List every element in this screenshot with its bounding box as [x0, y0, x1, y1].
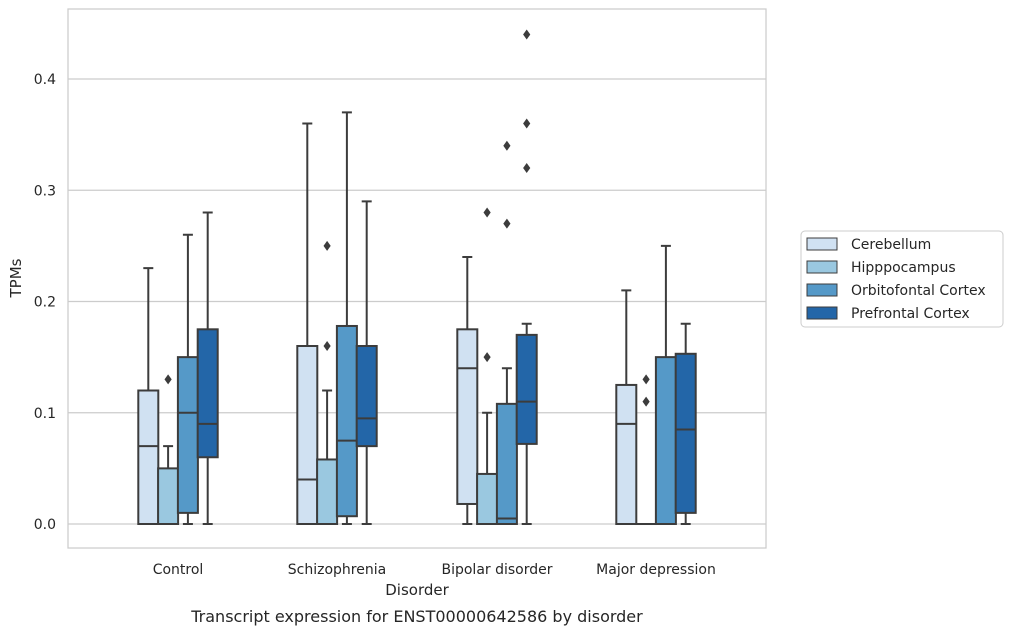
chart-caption: Transcript expression for ENST0000064258… — [190, 607, 643, 626]
box-body — [196, 328, 219, 459]
box-cerebellum-0 — [137, 267, 160, 525]
box-body — [495, 402, 518, 526]
box-body — [355, 345, 378, 448]
y-axis-label: TPMs — [7, 258, 25, 298]
y-tick-label: 0.1 — [34, 406, 56, 422]
box-cerebellum-2 — [456, 256, 479, 525]
outlier-point — [483, 207, 491, 218]
outlier-point — [323, 341, 331, 351]
box-cerebellum-3 — [615, 289, 638, 525]
y-tick-label: 0.3 — [34, 183, 56, 199]
legend-swatch — [806, 237, 838, 251]
box-body — [157, 467, 180, 525]
x-axis-label: Disorder — [385, 581, 449, 599]
x-tick-label: Control — [153, 562, 204, 578]
box-body — [674, 352, 697, 514]
outlier-point — [503, 218, 511, 229]
box-cerebellum-1 — [296, 122, 319, 525]
y-tick-label: 0.0 — [34, 517, 56, 533]
outlier-point — [323, 240, 331, 251]
box-body — [615, 383, 638, 525]
outlier-point — [523, 29, 531, 40]
legend-swatch — [806, 260, 838, 274]
legend-entry: Cerebellum — [851, 237, 931, 253]
outlier-point — [642, 374, 650, 385]
y-tick-label: 0.2 — [34, 295, 56, 311]
x-tick-label: Major depression — [596, 562, 716, 578]
legend-entry: Prefrontal Cortex — [851, 306, 970, 322]
box-body — [176, 356, 199, 514]
outlier-point — [503, 140, 511, 151]
box-hipppocampus-2 — [476, 207, 499, 525]
box-orbitofontal-cortex-2 — [495, 140, 518, 526]
y-tick-labels: 0.0 0.1 0.2 0.3 0.4 — [34, 72, 56, 533]
legend-swatch — [806, 306, 838, 320]
box-hipppocampus-1 — [316, 240, 339, 526]
box-body — [316, 458, 339, 526]
boxes — [137, 29, 697, 526]
box-body — [476, 472, 499, 525]
outlier-point — [523, 118, 531, 129]
outlier-point — [642, 396, 650, 407]
x-tick-label: Bipolar disorder — [441, 562, 552, 578]
box-prefrontal-cortex-2 — [515, 29, 538, 525]
legend-swatch — [806, 283, 838, 297]
outlier-point — [483, 352, 491, 363]
box-body — [335, 324, 358, 518]
box-orbitofontal-cortex-3 — [654, 244, 677, 525]
x-tick-label: Schizophrenia — [288, 562, 386, 578]
legend: Cerebellum Hipppocampus Orbitofontal Corte… — [800, 230, 1004, 328]
box-prefrontal-cortex-3 — [674, 322, 697, 525]
y-tick-label: 0.4 — [34, 72, 56, 88]
legend-frame — [800, 230, 1004, 328]
plot-frame — [67, 8, 767, 549]
box-body — [137, 389, 160, 525]
legend-entry: Hipppocampus — [851, 260, 956, 276]
outlier-point — [523, 163, 531, 173]
outlier-point — [164, 374, 172, 385]
legend-entry: Orbitofontal Cortex — [851, 283, 986, 299]
box-body — [515, 333, 538, 445]
box-body — [296, 345, 319, 525]
x-tick-labels: Control Schizophrenia Bipolar disorder Majo… — [153, 562, 716, 578]
box-prefrontal-cortex-0 — [196, 211, 219, 525]
box-prefrontal-cortex-1 — [355, 200, 378, 525]
box-body — [654, 356, 677, 525]
box-body — [456, 328, 479, 505]
